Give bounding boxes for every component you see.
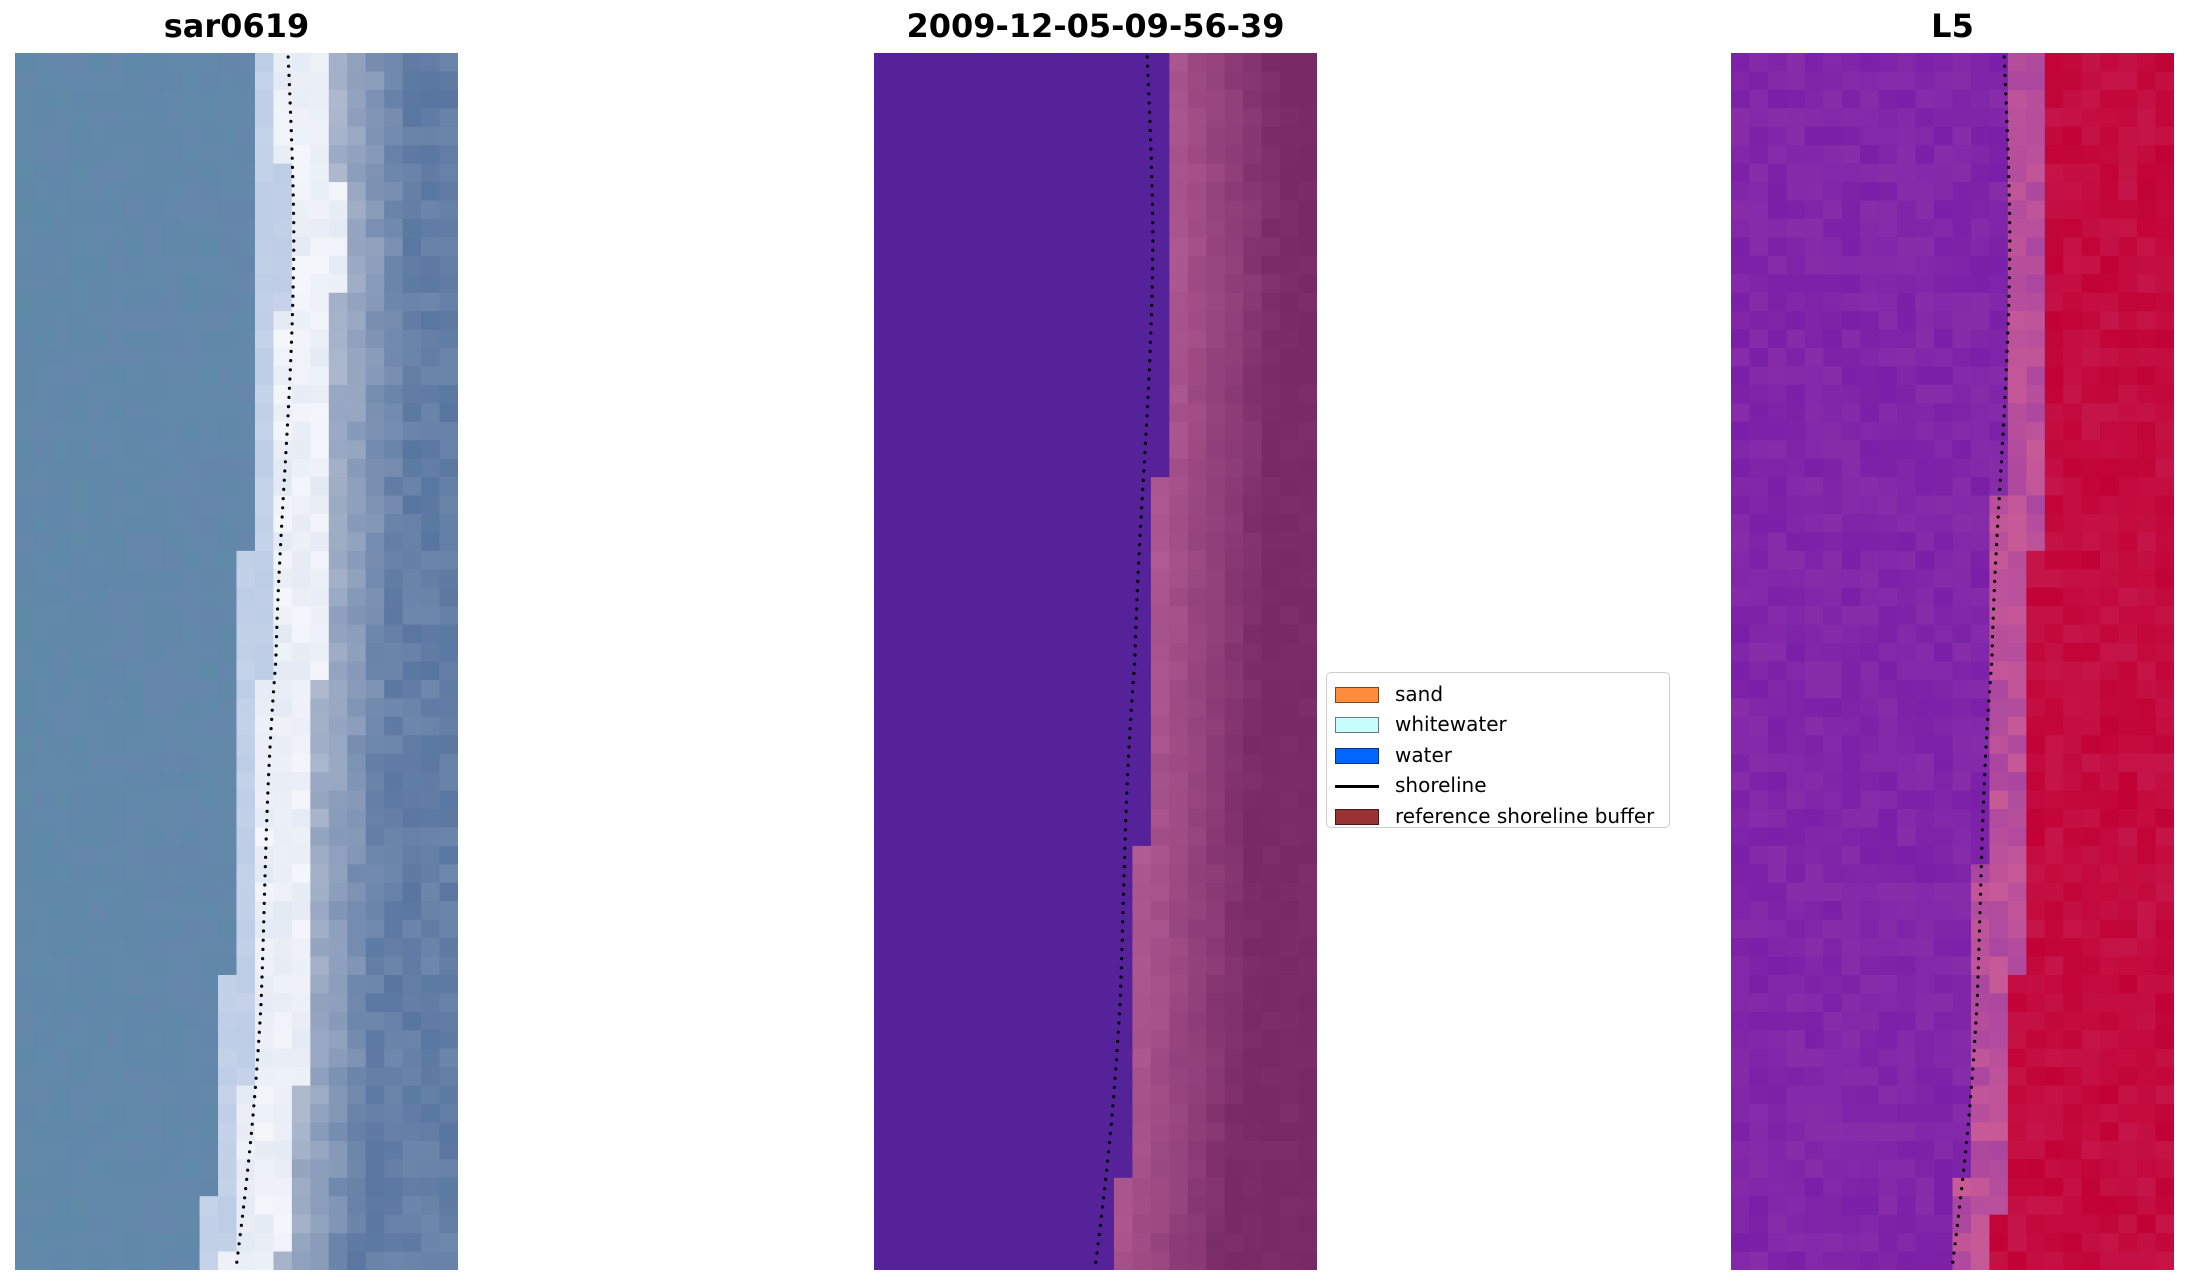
legend-swatch-whitewater [1335, 717, 1379, 734]
legend-label: shoreline [1395, 773, 1487, 798]
classified-image-panel [874, 53, 1317, 1270]
legend-item-reference-buffer: reference shoreline buffer [1327, 801, 1669, 831]
rgb-image [15, 53, 458, 1270]
index-image-panel [1731, 53, 2174, 1270]
legend-label: reference shoreline buffer [1395, 803, 1655, 828]
legend-item-sand: sand [1327, 679, 1669, 709]
legend-item-whitewater: whitewater [1327, 709, 1669, 739]
legend-label: water [1395, 742, 1452, 767]
shoreline-points [235, 55, 296, 1264]
legend-label: sand [1395, 682, 1444, 706]
legend-swatch-sand [1335, 687, 1379, 703]
classified-image [874, 53, 1317, 1270]
center-panel-title: 2009-12-05-09-56-39 [906, 7, 1285, 45]
legend-item-water: water [1327, 740, 1669, 770]
legend-item-shoreline: shoreline [1327, 770, 1669, 800]
legend: sand whitewater water shoreline referenc… [1326, 672, 1670, 828]
legend-swatch-reference-buffer [1335, 808, 1379, 825]
legend-line-shoreline [1335, 785, 1379, 789]
index-image [1731, 53, 2174, 1270]
right-panel-title: L5 [1931, 7, 1974, 45]
shoreline-points [1094, 55, 1155, 1264]
legend-label: whitewater [1395, 712, 1507, 737]
legend-swatch-water [1335, 747, 1379, 764]
left-panel-title: sar0619 [163, 7, 310, 45]
rgb-image-panel [15, 53, 458, 1270]
shoreline-points [1951, 55, 2012, 1264]
